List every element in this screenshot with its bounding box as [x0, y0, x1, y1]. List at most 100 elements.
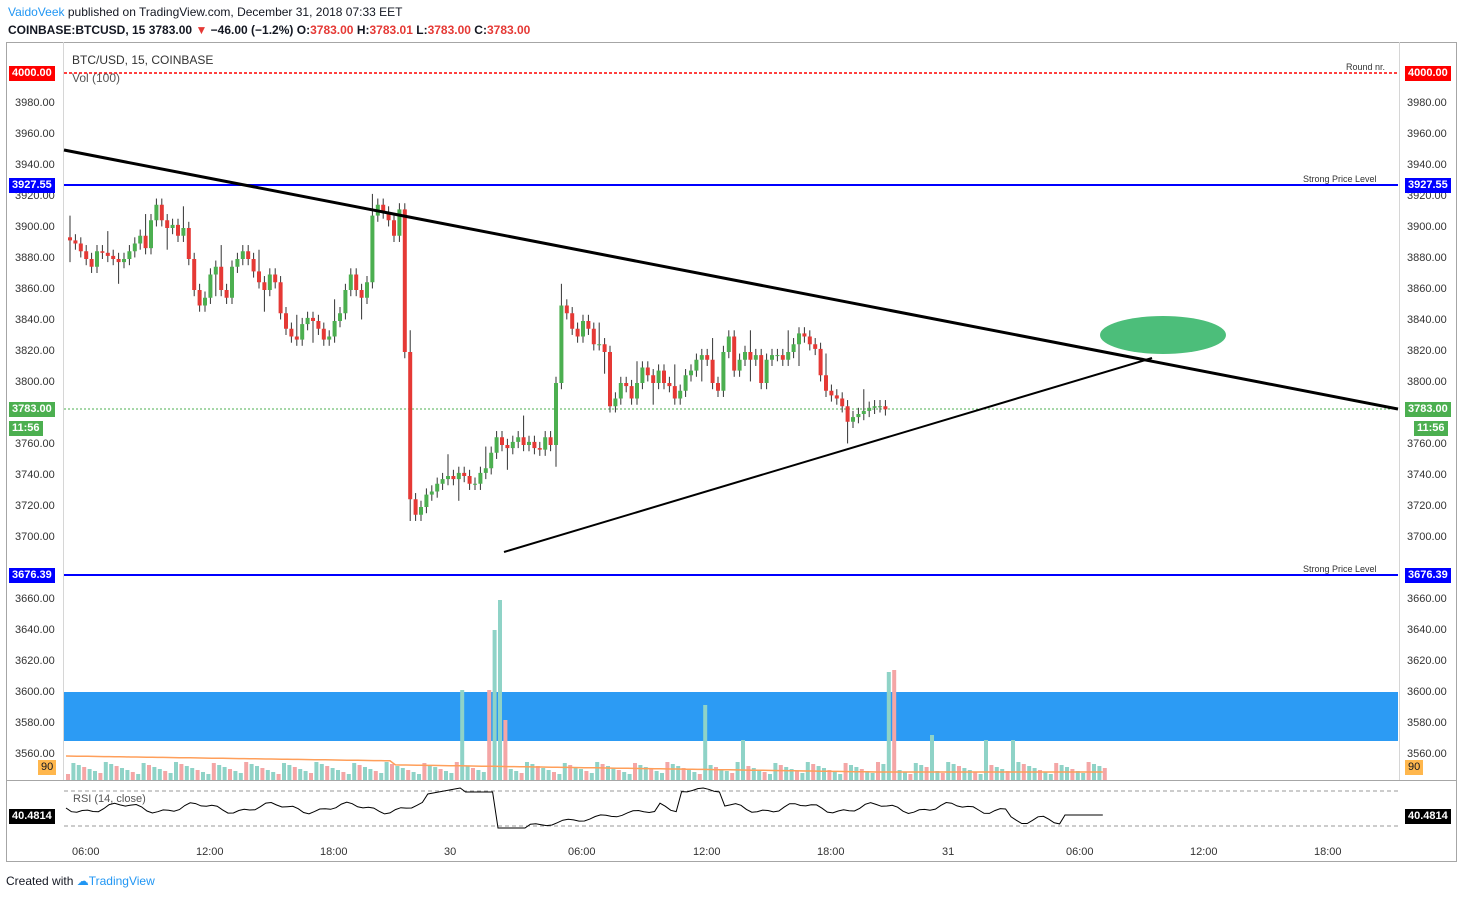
candle	[602, 344, 607, 352]
candle	[338, 313, 342, 321]
y-tick-l: 3580.00	[15, 717, 55, 729]
tradingview-brand-link[interactable]: TradingView	[88, 874, 155, 888]
x-tick: 06:00	[72, 846, 100, 858]
candle	[737, 359, 742, 371]
rsi-pane-separator[interactable]	[6, 780, 1457, 781]
volume-ma-tag-left: 90	[38, 760, 57, 775]
volume-bar	[519, 773, 524, 780]
candle	[527, 441, 531, 445]
y-tick-l: 3560.00	[15, 748, 55, 760]
candle	[170, 224, 175, 228]
volume-bar	[924, 767, 929, 780]
x-tick: 18:00	[1314, 846, 1342, 858]
candle	[100, 251, 105, 253]
volume-bar	[433, 767, 438, 780]
volume-bar	[1086, 762, 1091, 780]
candle	[678, 390, 683, 399]
volume-bar	[66, 774, 70, 780]
volume-bar	[282, 763, 286, 780]
strong-price-label-top: Strong Price Level	[1303, 174, 1377, 184]
candle	[651, 375, 656, 383]
open-value: 3783.00	[310, 23, 354, 37]
y-tick-l: 3860.00	[15, 283, 55, 295]
volume-bar	[481, 772, 486, 780]
author-link[interactable]: VaidoVeek	[8, 5, 65, 19]
volume-bar	[1016, 762, 1021, 780]
candle	[467, 476, 472, 484]
volume-bar	[363, 767, 367, 780]
volume-bar	[352, 763, 357, 780]
candle	[386, 212, 391, 221]
volume-bar	[276, 774, 281, 780]
candle	[694, 359, 699, 371]
close-value: 3783.00	[486, 23, 531, 37]
volume-bar	[730, 773, 735, 780]
volume-bar	[535, 766, 540, 780]
volume-bar	[816, 766, 821, 780]
right-price-axis[interactable]	[1399, 42, 1458, 780]
change-down-icon: ▼	[195, 23, 208, 37]
candle	[429, 491, 434, 495]
candle	[726, 336, 731, 352]
candle	[878, 406, 882, 408]
y-tick-l: 3700.00	[15, 531, 55, 543]
volume-bar	[136, 774, 141, 780]
candle	[570, 313, 575, 329]
candle	[683, 375, 688, 391]
candle	[224, 290, 229, 298]
volume-bar	[876, 762, 880, 780]
volume-bar	[676, 766, 681, 780]
candle	[197, 290, 202, 306]
volume-bar	[179, 764, 184, 780]
chart-title: BTC/USD, 15, COINBASE	[72, 53, 214, 67]
candle	[348, 274, 353, 290]
volume-bar	[1075, 771, 1080, 780]
volume-bar	[98, 773, 103, 780]
footer: Created with ☁TradingView	[6, 874, 155, 888]
candle	[127, 251, 132, 259]
y-tick-r: 3820.00	[1407, 345, 1447, 357]
volume-bar	[449, 773, 454, 780]
candle	[667, 383, 672, 387]
candle	[640, 367, 645, 383]
volume-bar	[562, 763, 567, 780]
volume-bar	[379, 773, 384, 780]
candle	[203, 297, 207, 306]
volume-bar	[1097, 766, 1102, 780]
publication-header: VaidoVeek published on TradingView.com, …	[8, 5, 403, 19]
volume-bar	[271, 772, 276, 780]
candle	[451, 476, 456, 480]
volume-bar	[654, 771, 659, 780]
volume-bar	[530, 764, 535, 780]
left-price-axis[interactable]	[6, 42, 64, 780]
candle	[300, 324, 305, 340]
candle	[543, 437, 548, 450]
volume-bar	[395, 766, 400, 780]
volume-bar	[1027, 766, 1032, 780]
x-tick: 06:00	[1066, 846, 1094, 858]
volume-bar	[471, 768, 475, 780]
volume-bar	[93, 771, 97, 780]
candle	[240, 251, 245, 259]
candle	[176, 224, 180, 236]
y-tick-l: 3760.00	[15, 438, 55, 450]
rsi-value-tag-left: 40.4814	[9, 809, 55, 824]
candle	[273, 274, 278, 283]
volume-bar	[174, 762, 178, 780]
volume-bar	[260, 768, 265, 780]
y-tick-r: 3700.00	[1407, 531, 1447, 543]
volume-bar	[103, 762, 108, 780]
volume-bar	[265, 770, 270, 780]
volume-bar	[541, 768, 546, 780]
volume-bar	[708, 765, 713, 780]
volume-bars	[66, 600, 1107, 780]
candle	[181, 228, 186, 236]
candle	[435, 483, 440, 492]
candle	[840, 398, 845, 407]
volume-bar	[1065, 767, 1069, 780]
volume-bar	[859, 769, 864, 780]
volume-bar	[865, 771, 870, 780]
high-label: H:	[356, 23, 370, 37]
volume-bar	[130, 772, 135, 780]
